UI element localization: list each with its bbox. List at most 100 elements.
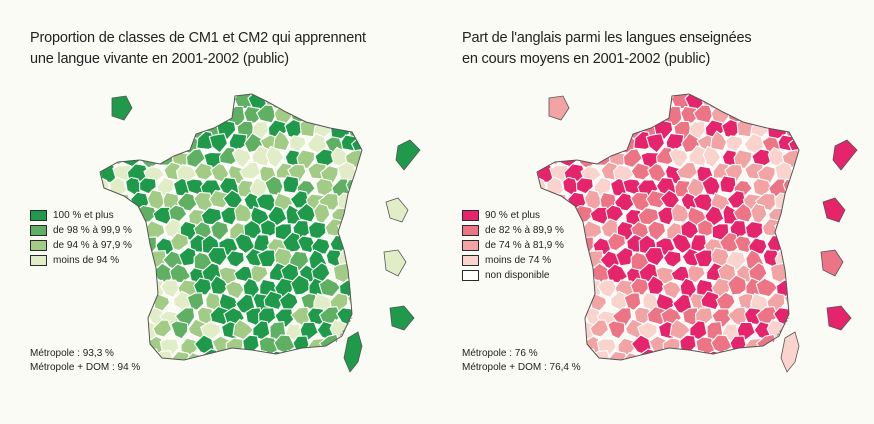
department-shape xyxy=(193,277,213,296)
department-shape xyxy=(549,132,569,153)
department-shape xyxy=(210,220,230,242)
department-shape xyxy=(334,105,358,125)
department-shape xyxy=(789,105,799,127)
department-shape xyxy=(646,103,666,124)
department-shape xyxy=(596,279,618,299)
department-shape xyxy=(290,274,311,296)
department-shape xyxy=(783,94,799,109)
legend-label: de 94 % à 97,9 % xyxy=(53,240,132,251)
department-shape xyxy=(224,280,245,300)
legend-label: de 98 % à 99,9 % xyxy=(53,225,132,236)
department-shape xyxy=(357,278,362,297)
department-shape xyxy=(537,94,549,112)
department-shape xyxy=(209,103,229,124)
legend-swatch xyxy=(30,225,47,236)
department-shape xyxy=(761,218,781,237)
department-shape xyxy=(172,94,192,108)
department-shape xyxy=(576,265,594,286)
department-shape xyxy=(584,94,603,96)
department-shape xyxy=(100,321,109,341)
right-legend: 90 % et plus de 82 % à 89,9 % de 74 % à … xyxy=(462,208,564,283)
left-legend: 100 % et plus de 98 % à 99,9 % de 94 % à… xyxy=(30,208,132,268)
legend-label: de 82 % à 89,9 % xyxy=(485,225,564,236)
department-shape xyxy=(537,293,548,313)
department-shape xyxy=(798,149,799,171)
department-shape xyxy=(348,234,362,253)
department-shape xyxy=(800,264,818,282)
department-shape xyxy=(152,94,175,109)
right-stat-metropole: Métropole : 76 % xyxy=(462,348,538,359)
department-shape xyxy=(263,290,284,311)
department-shape xyxy=(751,148,773,167)
department-shape xyxy=(758,106,779,125)
department-shape xyxy=(225,250,245,268)
department-shape xyxy=(296,235,316,254)
country-outline xyxy=(536,93,800,361)
department-shape xyxy=(282,94,303,109)
department-shape xyxy=(100,134,117,153)
department-shape xyxy=(613,192,635,212)
department-shape xyxy=(729,335,748,355)
department-shape xyxy=(172,120,191,139)
department-shape xyxy=(265,145,285,169)
department-shape xyxy=(653,352,674,360)
department-shape xyxy=(790,308,799,327)
legend-swatch xyxy=(462,225,479,236)
department-shape xyxy=(178,246,198,267)
department-shape xyxy=(243,219,263,240)
department-shape xyxy=(591,122,611,143)
department-shape xyxy=(537,119,548,140)
department-shape xyxy=(791,192,799,210)
department-shape xyxy=(147,94,166,96)
department-shape xyxy=(282,175,300,194)
department-shape xyxy=(554,94,571,99)
department-shape xyxy=(132,94,150,95)
department-shape xyxy=(347,262,362,281)
legend-label: moins de 74 % xyxy=(485,255,552,266)
department-shape xyxy=(797,233,799,254)
department-shape xyxy=(361,149,362,171)
legend-label: 100 % et plus xyxy=(53,210,114,221)
left-legend-item: de 94 % à 97,9 % xyxy=(30,238,132,253)
department-shape xyxy=(100,104,105,122)
corsica-shape xyxy=(343,331,363,373)
department-shape xyxy=(363,178,383,194)
corsica-separator xyxy=(772,317,790,343)
department-shape xyxy=(136,94,157,112)
department-shape xyxy=(543,117,560,139)
department-shape xyxy=(630,277,650,296)
overseas-territory-shape xyxy=(111,95,133,121)
department-shape xyxy=(354,192,362,210)
department-shape xyxy=(639,94,659,109)
department-shape xyxy=(670,202,691,223)
department-shape xyxy=(771,105,795,125)
department-shape xyxy=(696,218,717,237)
department-shape xyxy=(647,220,667,242)
department-shape xyxy=(727,94,749,95)
department-shape xyxy=(346,94,362,109)
department-shape xyxy=(568,135,586,154)
department-shape xyxy=(100,277,105,298)
department-shape xyxy=(617,94,636,96)
left-title-line-1: Proportion de classes de CM1 et CM2 qui … xyxy=(30,30,366,46)
department-shape xyxy=(311,94,331,111)
department-shape xyxy=(129,252,150,270)
department-shape xyxy=(345,178,362,198)
department-shape xyxy=(152,319,173,338)
department-shape xyxy=(537,134,554,153)
department-shape xyxy=(537,134,541,152)
department-shape xyxy=(314,148,336,167)
right-legend-item: moins de 74 % xyxy=(462,253,564,268)
department-shape xyxy=(119,118,139,140)
department-shape xyxy=(687,264,706,284)
department-shape xyxy=(589,94,612,109)
department-shape xyxy=(767,94,788,111)
legend-label: non disponible xyxy=(485,270,550,281)
department-shape xyxy=(353,308,362,327)
department-shape xyxy=(354,161,362,182)
department-shape xyxy=(142,105,165,123)
department-shape xyxy=(354,246,362,268)
left-panel: Proportion de classes de CM1 et CM2 qui … xyxy=(30,30,421,373)
department-shape xyxy=(573,94,594,112)
department-shape xyxy=(107,293,127,313)
